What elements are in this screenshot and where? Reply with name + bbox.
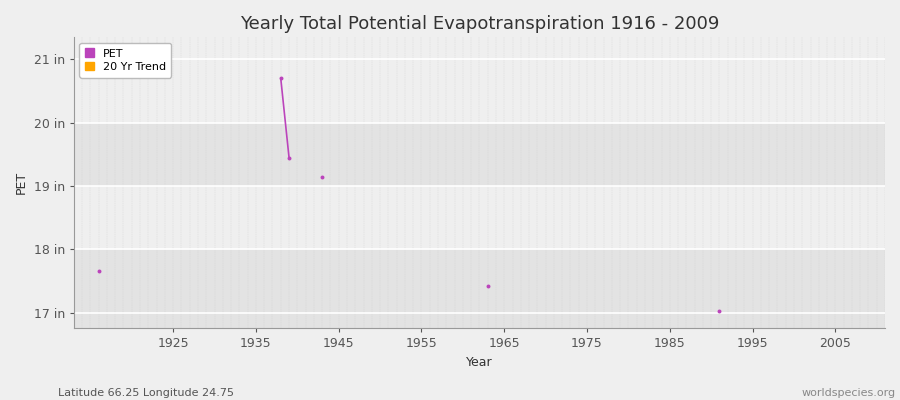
Point	[712, 308, 726, 314]
Text: Latitude 66.25 Longitude 24.75: Latitude 66.25 Longitude 24.75	[58, 388, 235, 398]
Bar	[74, 123, 885, 186]
Point	[282, 154, 296, 161]
Point	[315, 173, 329, 180]
Y-axis label: PET: PET	[15, 171, 28, 194]
Point	[481, 283, 495, 289]
Bar	[74, 37, 885, 60]
Legend: PET, 20 Yr Trend: PET, 20 Yr Trend	[79, 43, 171, 78]
Bar	[74, 249, 885, 312]
Text: worldspecies.org: worldspecies.org	[801, 388, 896, 398]
Point	[274, 75, 288, 82]
Point	[92, 268, 106, 275]
Bar	[74, 312, 885, 328]
Bar	[74, 186, 885, 249]
Bar	[74, 60, 885, 123]
X-axis label: Year: Year	[466, 356, 492, 369]
Title: Yearly Total Potential Evapotranspiration 1916 - 2009: Yearly Total Potential Evapotranspiratio…	[239, 15, 719, 33]
